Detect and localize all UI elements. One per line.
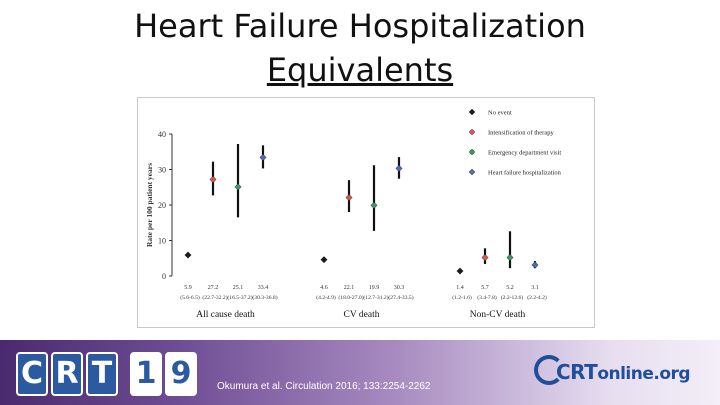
point-ci-label: (30.3-36.8): [252, 294, 277, 301]
data-point-marker: [531, 261, 539, 269]
y-tick-label: 30: [158, 166, 166, 175]
data-point-marker: [320, 256, 328, 264]
data-point-marker: [481, 253, 489, 262]
group-label: All cause death: [196, 310, 255, 320]
point-ci-label: (27.4-33.5): [388, 294, 413, 301]
point-value-label: 1.4: [456, 285, 464, 291]
y-axis-label: Rate per 100 patient years: [145, 163, 154, 247]
citation-text: Okumura et al. Circulation 2016; 133:225…: [217, 381, 431, 392]
point-value-label: 22.1: [344, 285, 355, 291]
forest-plot-chart: 0 10 20 30 40 Rate per 100 patient years 5.9 (5…: [145, 108, 562, 320]
data-point-marker: [395, 164, 403, 172]
legend-label: Intensification of therapy: [488, 130, 554, 137]
data-point-marker: [209, 175, 217, 183]
point-value-label: 30.3: [394, 285, 405, 291]
data-point-marker: [370, 201, 378, 209]
logo-swoosh-icon: [534, 355, 564, 385]
point-ci-label: (22.7-32.2): [202, 294, 227, 301]
point-value-label: 5.2: [506, 285, 514, 291]
logo-letter-c: C: [16, 352, 48, 396]
point-ci-label: (16.5-37.2): [227, 294, 252, 301]
data-point-marker: [234, 183, 242, 191]
legend-marker: [468, 128, 476, 136]
slide-title: Heart Failure Hospitalization Equivalent…: [0, 4, 720, 92]
point-ci-label: (12.7-31.2): [363, 294, 388, 301]
legend-marker: [468, 148, 476, 156]
point-value-label: 27.2: [208, 285, 219, 291]
point-value-label: 3.1: [531, 285, 539, 291]
crtonline-wordmark: CRTonline.org: [556, 360, 691, 384]
point-value-label: 4.6: [320, 285, 328, 291]
crtonline-logo: CRTonline.org: [534, 352, 704, 392]
point-value-label: 25.1: [233, 285, 244, 291]
point-ci-label: (3.4-7.8): [477, 294, 497, 301]
point-value-label: 33.4: [258, 285, 269, 291]
y-tick-label: 0: [162, 272, 166, 281]
point-ci-label: (2.2-4.2): [527, 294, 547, 301]
group-label: CV death: [344, 310, 380, 320]
crt19-logo: C R T 1 9: [16, 352, 197, 396]
legend-label: Heart failure hospitalization: [488, 170, 562, 177]
data-point-marker: [506, 253, 514, 262]
y-tick-label: 40: [158, 130, 166, 139]
footer-bar: C R T 1 9 Okumura et al. Circulation 201…: [0, 340, 720, 405]
legend-label: Emergency department visit: [488, 150, 561, 157]
point-ci-label: (2.2-12.6): [501, 294, 524, 301]
legend-marker: [468, 168, 476, 176]
point-value-label: 5.9: [184, 285, 192, 291]
data-point-marker: [345, 193, 353, 202]
point-value-label: 19.9: [369, 285, 380, 291]
logo-letter-t: T: [86, 352, 118, 396]
y-tick-label: 10: [158, 237, 166, 246]
data-point-marker: [184, 251, 192, 259]
group-label: Non-CV death: [470, 310, 526, 320]
point-ci-label: (5.6-6.5): [180, 294, 200, 301]
logo-letter-r: R: [51, 352, 83, 396]
point-value-label: 5.7: [481, 285, 489, 291]
legend-label: No event: [488, 110, 512, 117]
data-point-marker: [456, 267, 464, 275]
chart-panel: 0 10 20 30 40 Rate per 100 patient years 5.9 (5…: [137, 97, 595, 328]
point-ci-label: (1.2-1.6): [452, 294, 472, 301]
logo-digit-9: 9: [165, 352, 197, 396]
point-ci-label: (4.2-4.9): [316, 294, 336, 301]
logo-digit-1: 1: [130, 352, 162, 396]
title-line-2: Equivalents: [266, 51, 454, 89]
data-point-marker: [259, 153, 267, 161]
point-ci-label: (18.0-27.0): [338, 294, 363, 301]
title-line-1: Heart Failure Hospitalization: [134, 7, 586, 45]
legend-marker: [468, 108, 476, 116]
y-tick-label: 20: [158, 201, 166, 210]
